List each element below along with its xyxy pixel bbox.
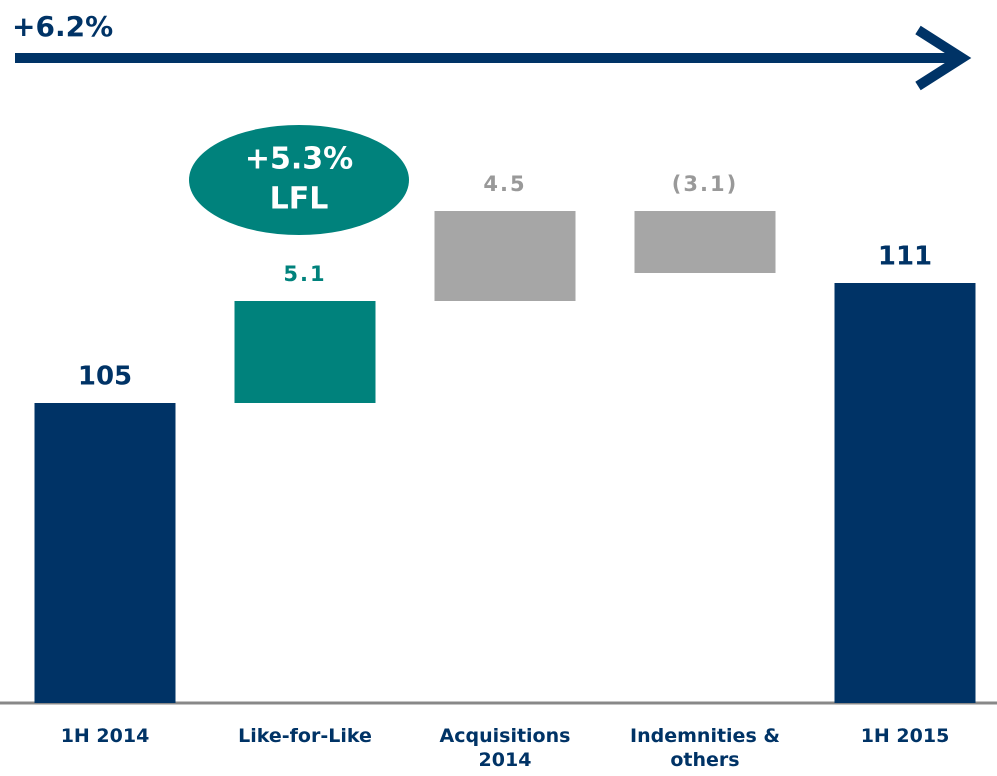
bar <box>634 211 776 273</box>
x-tick-label: Acquisitions 2014 <box>439 725 571 771</box>
bar <box>234 301 376 403</box>
value-label: 105 <box>78 362 132 392</box>
value-label: (3.1) <box>672 172 738 196</box>
total-growth: +6.2% <box>12 10 113 43</box>
bar <box>34 403 176 703</box>
x-tick-label: Indemnities & others <box>630 725 780 771</box>
lfl-growth: +5.3% <box>245 142 353 177</box>
lfl-bubble <box>189 125 409 235</box>
x-tick-label: 1H 2014 <box>60 725 150 747</box>
bar <box>834 283 976 703</box>
lfl-label: LFL <box>270 182 329 217</box>
arrow-head <box>915 25 972 91</box>
x-tick-label: 1H 2015 <box>860 725 950 747</box>
value-label: 111 <box>878 242 932 272</box>
value-label: 5.1 <box>283 262 326 286</box>
value-label: 4.5 <box>483 172 526 196</box>
bar <box>434 211 576 301</box>
x-tick-label: Like-for-Like <box>238 725 372 747</box>
